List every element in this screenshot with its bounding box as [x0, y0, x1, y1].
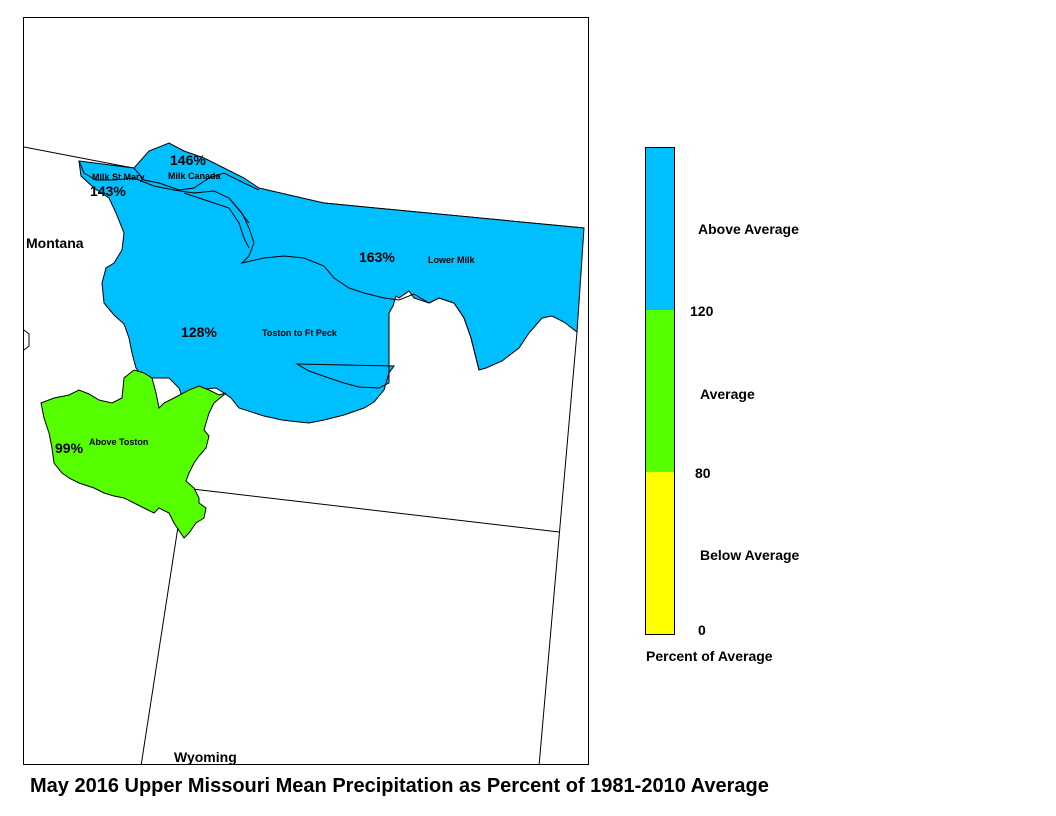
- montana-wyoming-border: [183, 487, 560, 533]
- legend-color-bar: [645, 147, 675, 635]
- legend-label-average: Average: [700, 386, 755, 402]
- idaho-edge: [24, 329, 30, 351]
- basin-toston-ft-peck-percent: 128%: [181, 324, 217, 340]
- wyoming-west-border: [140, 487, 185, 764]
- basin-lower-milk-percent: 163%: [359, 249, 395, 265]
- basin-toston-ft-peck-name: Toston to Ft Peck: [262, 328, 337, 338]
- montana-east-border: [538, 331, 578, 764]
- basin-milk-st-mary-name: Milk St Mary: [92, 172, 145, 182]
- legend-label-above-average: Above Average: [698, 221, 799, 237]
- legend-label-below-average: Below Average: [700, 547, 800, 563]
- legend-title: Percent of Average: [646, 648, 773, 664]
- lower-milk-boundary: [228, 197, 480, 371]
- basin-milk-canada-percent: 146%: [170, 152, 206, 168]
- basin-milk-st-mary-percent: 143%: [90, 183, 126, 199]
- basin-above-toston-percent: 99%: [55, 440, 84, 456]
- basin-lower-milk-name: Lower Milk: [428, 255, 475, 265]
- state-label-wyoming: Wyoming: [174, 749, 237, 765]
- basin-average-region: [40, 369, 227, 539]
- map-frame: Montana Wyoming 146% Milk St Mary Milk C…: [23, 17, 589, 765]
- legend-break-80: 80: [695, 465, 711, 481]
- milk-canada-boundary: [133, 167, 260, 191]
- legend-swatch-below-average: [646, 472, 674, 634]
- upper-milk-boundary: [183, 192, 250, 249]
- map-canvas: [24, 142, 585, 764]
- state-label-montana: Montana: [26, 235, 84, 251]
- legend-swatch-average: [646, 310, 674, 472]
- basin-above-average-region: [78, 142, 585, 424]
- legend-swatch-above-average: [646, 148, 674, 310]
- basin-milk-canada-name: Milk Canada: [168, 171, 221, 181]
- basin-above-toston-name: Above Toston: [89, 437, 149, 447]
- map-title: May 2016 Upper Missouri Mean Precipitati…: [30, 775, 769, 797]
- legend-break-120: 120: [690, 303, 714, 319]
- legend-break-0: 0: [698, 622, 706, 638]
